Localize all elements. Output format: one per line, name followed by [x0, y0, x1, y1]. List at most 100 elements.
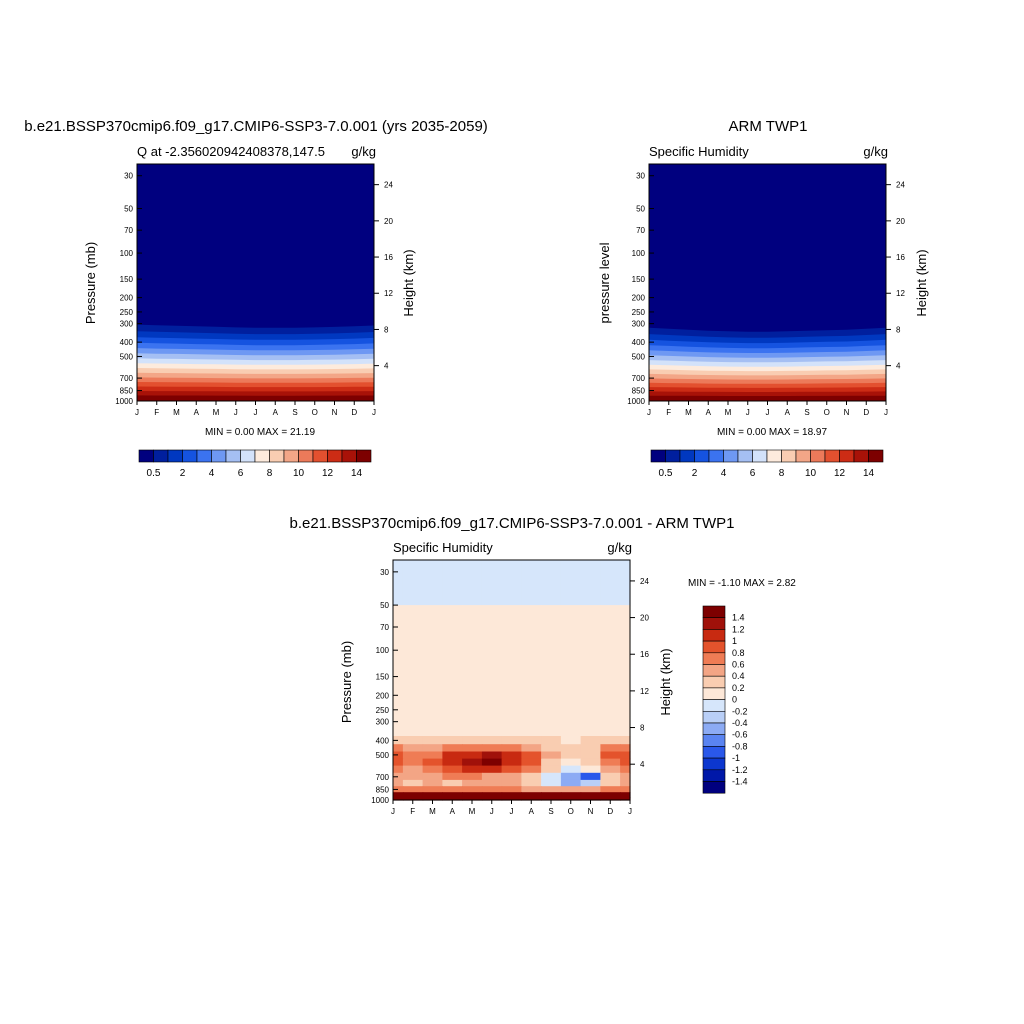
diff-cell: [462, 605, 483, 692]
diff-cell: [620, 765, 631, 774]
diff-cell: [521, 560, 542, 606]
diff-cell: [422, 690, 443, 737]
diff-cell: [462, 786, 483, 793]
diff-cell: [442, 744, 463, 753]
obs-ytick-label: 300: [632, 320, 646, 329]
diff-cell: [462, 736, 483, 745]
model-xtick-label: A: [273, 408, 279, 417]
diff-cell: [462, 758, 483, 767]
model-colorbar-swatch: [153, 449, 169, 463]
diff-cell: [541, 744, 562, 753]
diff-cell: [422, 797, 443, 801]
diff-cell: [521, 786, 542, 793]
diff-colorbar-label: 0: [732, 695, 737, 705]
model-xtick-label: J: [234, 408, 238, 417]
diff-xtick-label: J: [490, 807, 494, 816]
model-colorbar: 0.5 2 4 6 8 10 12 14: [138, 449, 372, 479]
model-ytick-label: 500: [120, 352, 134, 361]
diff-left-label: Specific Humidity: [393, 540, 493, 555]
diff-cell: [393, 792, 404, 799]
model-ytick-label: 1000: [115, 397, 133, 406]
obs-colorbar-label: 14: [863, 468, 875, 479]
diff-cell: [580, 690, 601, 737]
obs-colorbar-swatch: [824, 449, 840, 463]
diff-cell: [442, 751, 463, 760]
diff-cell: [560, 758, 582, 767]
obs-colorbar-swatch: [795, 449, 811, 463]
diff-colorbar-label: 0.8: [732, 648, 745, 658]
diff-xtick-label: M: [469, 807, 476, 816]
diff-plot-area: 30 50 70 100 150 200 250 300 400 500 700 850 1000 4 8 1…: [371, 559, 649, 816]
diff-cell: [501, 736, 522, 745]
diff-cell: [580, 751, 601, 760]
obs-xtick-label: J: [766, 408, 770, 417]
diff-xtick-label: J: [391, 807, 395, 816]
obs-humidity-field: [649, 164, 886, 401]
obs-height-tick-label: 20: [896, 217, 905, 226]
obs-xtick-label: J: [884, 408, 888, 417]
diff-cell: [541, 772, 562, 781]
obs-colorbar-swatch: [708, 449, 724, 463]
diff-cell: [521, 751, 542, 760]
diff-cell: [462, 751, 483, 760]
obs-xtick-label: O: [824, 408, 830, 417]
diff-colorbar-label: -0.2: [732, 706, 748, 716]
model-panel: b.e21.BSSP370cmip6.f09_g17.CMIP6-SSP3-7.…: [24, 118, 488, 479]
obs-ytick-label: 50: [636, 205, 645, 214]
obs-ytick-label: 150: [632, 275, 646, 284]
obs-xtick-label: J: [647, 408, 651, 417]
diff-cell: [442, 765, 463, 774]
diff-ylabel-right: Height (km): [658, 648, 673, 715]
diff-cell: [541, 786, 562, 793]
diff-xtick-label: M: [429, 807, 436, 816]
model-colorbar-label: 12: [322, 468, 334, 479]
diff-cell: [521, 765, 542, 774]
diff-cell: [620, 751, 631, 760]
diff-cell: [560, 786, 582, 793]
diff-colorbar: 1.41.2 1 0.8 0.60.4 0.2 0-0.2 -0.4 -0.6-0.8 -1 -1…: [702, 605, 748, 794]
diff-cell: [481, 751, 503, 760]
model-colorbar-swatch: [254, 449, 270, 463]
diff-colorbar-label: -0.4: [732, 718, 748, 728]
diff-cell: [600, 786, 621, 793]
diff-cell: [481, 758, 503, 767]
diff-cell: [422, 751, 443, 760]
diff-cell: [620, 792, 631, 799]
diff-cell: [560, 751, 582, 760]
diff-cell: [442, 560, 463, 606]
diff-colorbar-swatch: [702, 617, 726, 630]
model-height-tick-label: 8: [384, 325, 389, 334]
diff-cell: [600, 779, 621, 787]
model-ytick-label: 400: [120, 338, 134, 347]
diff-colorbar-label: -1.4: [732, 777, 748, 787]
diff-cell: [402, 560, 424, 606]
model-colorbar-label: 14: [351, 468, 363, 479]
model-height-tick-label: 12: [384, 289, 393, 298]
obs-ytick-label: 400: [632, 338, 646, 347]
diff-cell: [481, 690, 503, 737]
diff-cell: [600, 758, 621, 767]
obs-colorbar-swatch: [752, 449, 768, 463]
diff-xtick-label: N: [588, 807, 594, 816]
obs-colorbar-label: 4: [721, 468, 727, 479]
diff-cell: [560, 772, 582, 781]
diff-cell: [580, 786, 601, 793]
diff-ytick-label: 700: [376, 773, 390, 782]
diff-colorbar-label: -1: [732, 753, 740, 763]
diff-cell: [402, 690, 424, 737]
diff-ytick-label: 400: [376, 736, 390, 745]
diff-cell: [600, 744, 621, 753]
diff-xtick-label: A: [450, 807, 456, 816]
diff-cell: [442, 772, 463, 781]
diff-cell: [501, 560, 522, 606]
diff-cell: [580, 744, 601, 753]
diff-ytick-label: 150: [376, 673, 390, 682]
model-ytick-label: 300: [120, 320, 134, 329]
obs-xtick-label: D: [863, 408, 869, 417]
diff-cell: [402, 605, 424, 692]
model-colorbar-swatch: [182, 449, 198, 463]
diff-cell: [580, 772, 601, 781]
diff-cell: [481, 772, 503, 781]
obs-colorbar-swatch: [679, 449, 695, 463]
